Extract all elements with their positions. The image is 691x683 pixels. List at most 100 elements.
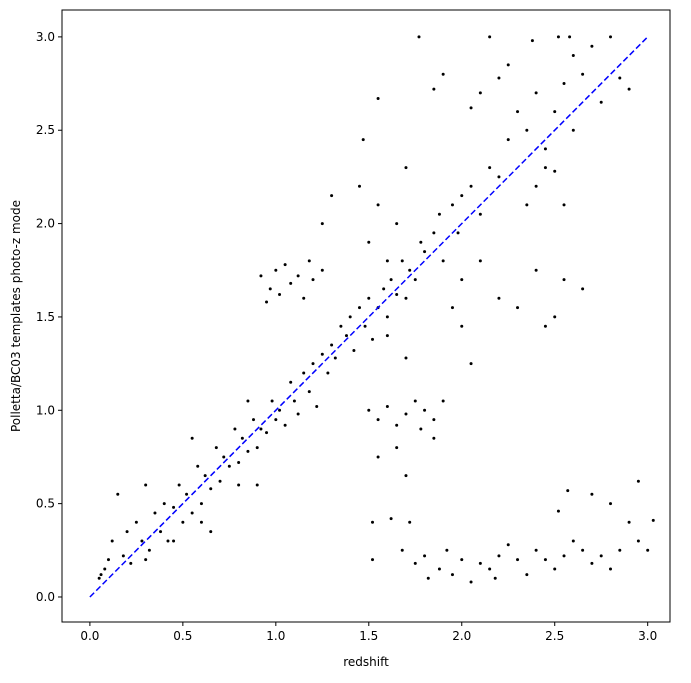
point [315,405,319,409]
point [553,567,557,571]
point [274,268,278,272]
point [385,315,389,319]
point [252,418,256,422]
point [469,362,473,366]
point [270,399,274,403]
point [278,408,282,412]
point [590,561,594,565]
point [361,138,365,142]
point [568,35,572,39]
point [562,278,566,282]
point [627,87,631,91]
point [292,399,296,403]
point [333,356,337,360]
point [525,203,529,207]
point [478,91,482,95]
reference-line [89,36,649,598]
point [441,259,445,263]
point [203,474,207,478]
point [426,576,430,580]
point [153,511,157,515]
point [259,427,263,431]
point [534,184,538,188]
point [441,399,445,403]
point [268,287,272,291]
point [488,35,492,39]
point [246,449,250,453]
point [302,371,306,375]
point [618,76,622,80]
point [172,539,176,543]
point [437,212,441,216]
point [419,240,423,244]
point [450,573,454,577]
point [432,436,436,440]
point [423,250,427,254]
point [255,446,259,450]
point [543,166,547,170]
x-axis-label: redshift [343,655,389,669]
point [506,543,510,547]
x-tick-label: 0.0 [80,629,99,643]
point [516,110,520,114]
point [562,82,566,86]
point [177,483,181,487]
point [636,479,640,483]
point [367,296,371,300]
point [196,464,200,468]
point [525,128,529,132]
point [385,334,389,338]
point [339,324,343,328]
point [121,554,125,558]
x-tick-label: 2.0 [452,629,471,643]
point [218,479,222,483]
point [460,324,464,328]
point [497,554,501,558]
x-tick-label: 1.5 [359,629,378,643]
point [302,296,306,300]
point [326,371,330,375]
point [330,343,334,347]
point [209,487,213,491]
point [562,203,566,207]
point [246,399,250,403]
point [259,274,263,278]
point [413,399,417,403]
point [311,278,315,282]
point [240,436,244,440]
point [534,91,538,95]
point [618,548,622,552]
point [395,222,399,226]
point [348,315,352,319]
point [296,412,300,416]
point [265,300,269,304]
point [419,427,423,431]
point [534,548,538,552]
point [581,287,585,291]
point [516,306,520,310]
y-tick-label: 2.0 [36,217,55,231]
point [478,259,482,263]
point [320,352,324,356]
point [395,423,399,427]
point [125,530,129,534]
point [283,263,287,267]
point [395,446,399,450]
point [404,412,408,416]
point [389,517,393,521]
point [289,281,293,285]
plot-frame [61,9,671,623]
point [395,293,399,297]
point [556,35,560,39]
point [330,194,334,198]
point [423,408,427,412]
y-tick-label: 0.5 [36,497,55,511]
point [371,337,375,341]
point [525,573,529,577]
point [599,554,603,558]
point [581,548,585,552]
point [400,259,404,263]
point [265,431,269,435]
point [571,54,575,58]
point [456,231,460,235]
